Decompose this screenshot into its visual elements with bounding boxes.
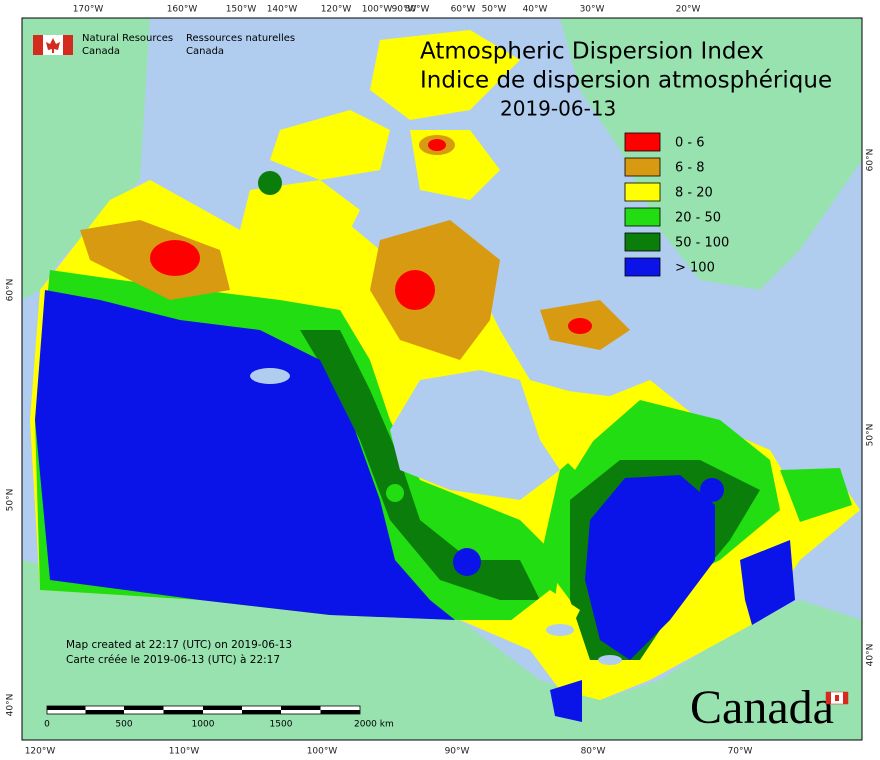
alaska xyxy=(22,18,150,300)
arctic-island xyxy=(270,110,390,180)
agency-en: Canada xyxy=(82,46,120,57)
map-frame xyxy=(21,17,863,741)
lake xyxy=(250,368,290,384)
graticule-label: 90°W xyxy=(445,747,470,757)
lake xyxy=(598,655,622,665)
graticule-label: 70°W xyxy=(728,747,753,757)
wordmark: Canada xyxy=(690,681,834,734)
region-0-6 xyxy=(395,270,435,310)
agency-en: Natural Resources xyxy=(82,33,173,44)
usa xyxy=(22,560,862,740)
wordmark-flag-bar xyxy=(826,692,831,704)
graticule-label: 120°W xyxy=(321,5,352,15)
date: 2019-06-13 xyxy=(500,97,616,121)
map xyxy=(21,17,863,741)
region-50-100 xyxy=(300,330,540,600)
region-over-100 xyxy=(700,478,724,502)
note: Map created at 22:17 (UTC) on 2019-06-13 xyxy=(66,639,292,651)
graticule-label: 50°N xyxy=(6,489,16,512)
newfoundland xyxy=(780,468,852,522)
hudson-bay xyxy=(390,370,560,500)
title: Indice de dispersion atmosphérique xyxy=(420,68,832,94)
scale-label: 2000 km xyxy=(354,720,394,730)
legend-swatch xyxy=(624,257,661,277)
graticule-label: 40°N xyxy=(866,644,876,667)
scale-seg xyxy=(242,710,281,714)
region-over-100 xyxy=(453,548,481,576)
region-20-50 xyxy=(386,484,404,502)
graticule-label: 50°N xyxy=(866,424,876,447)
graticule-label: 40°W xyxy=(523,5,548,15)
scale-seg xyxy=(320,710,360,714)
legend-swatch xyxy=(624,207,661,227)
scale-label: 0 xyxy=(44,720,50,730)
scale-seg xyxy=(163,710,203,714)
region-0-6 xyxy=(150,240,200,276)
legend-label: 6 - 8 xyxy=(675,161,705,176)
legend-label: 50 - 100 xyxy=(675,236,729,251)
legend: 0 - 6 6 - 8 8 - 20 20 - 50 50 - 100 > 100 xyxy=(624,132,729,277)
graticule-label: 110°W xyxy=(169,747,200,757)
graticule-label: 50°W xyxy=(482,5,507,15)
graticule-label: 100°W xyxy=(362,5,393,15)
region-0-6 xyxy=(428,139,446,151)
graticule-label: 80°W xyxy=(581,747,606,757)
scale-seg xyxy=(85,710,124,714)
graticule-label: 60°N xyxy=(6,279,16,302)
graticule-label: 140°W xyxy=(267,5,298,15)
title: Atmospheric Dispersion Index xyxy=(420,39,764,65)
arctic-island xyxy=(240,180,360,260)
scale-label: 500 xyxy=(115,720,132,730)
graticule-label: 100°W xyxy=(307,747,338,757)
region-0-6 xyxy=(568,318,592,334)
note: Carte créée le 2019-06-13 (UTC) à 22:17 xyxy=(66,654,280,666)
agency-fr: Canada xyxy=(186,46,224,57)
graticule-label: 150°W xyxy=(226,5,257,15)
scale-seg xyxy=(47,706,86,710)
scale-label: 1000 xyxy=(192,720,215,730)
legend-swatch xyxy=(624,232,661,252)
graticule-label: 20°W xyxy=(676,5,701,15)
lake xyxy=(546,624,574,636)
scale-bar: 0 500 1000 1500 2000 km xyxy=(44,705,394,730)
flag-bar xyxy=(33,35,43,55)
legend-swatch xyxy=(624,182,661,202)
wordmark-leaf xyxy=(835,695,839,701)
graticule-label: 90°W xyxy=(392,5,417,15)
graticule-label: 160°W xyxy=(167,5,198,15)
labrador xyxy=(520,380,640,470)
maple-leaf xyxy=(46,38,60,53)
greenland xyxy=(560,18,862,290)
graticule-labels: 170°W 160°W 150°W 140°W 120°W 100°W 90°W80°W 60… xyxy=(6,5,876,757)
legend-swatch xyxy=(624,157,661,177)
graticule-label: 60°W xyxy=(451,5,476,15)
legend-label: 0 - 6 xyxy=(675,136,705,151)
scale-seg xyxy=(203,706,242,710)
region-over-100-west xyxy=(35,290,455,620)
legend-label: 20 - 50 xyxy=(675,211,721,226)
graticule-label: 80°W xyxy=(405,5,430,15)
scale-seg xyxy=(281,706,321,710)
graticule-label: 60°N xyxy=(866,149,876,172)
scale-seg xyxy=(124,706,164,710)
agency-fr: Ressources naturelles xyxy=(186,33,295,44)
region-south-ontario xyxy=(550,680,582,722)
graticule-label: 40°N xyxy=(6,694,16,717)
graticule-label: 30°W xyxy=(580,5,605,15)
graticule-label: 170°W xyxy=(73,5,104,15)
legend-label: 8 - 20 xyxy=(675,186,713,201)
arctic-island xyxy=(370,30,520,120)
flag-bar xyxy=(63,35,73,55)
legend-swatch xyxy=(624,132,661,152)
legend-label: > 100 xyxy=(675,261,715,276)
region-over-100-east xyxy=(585,475,715,660)
region-50-100 xyxy=(258,171,282,195)
wordmark-flag-bar xyxy=(843,692,848,704)
region-maritimes xyxy=(740,540,795,625)
graticule-label: 120°W xyxy=(25,747,56,757)
scale-label: 1500 xyxy=(270,720,293,730)
